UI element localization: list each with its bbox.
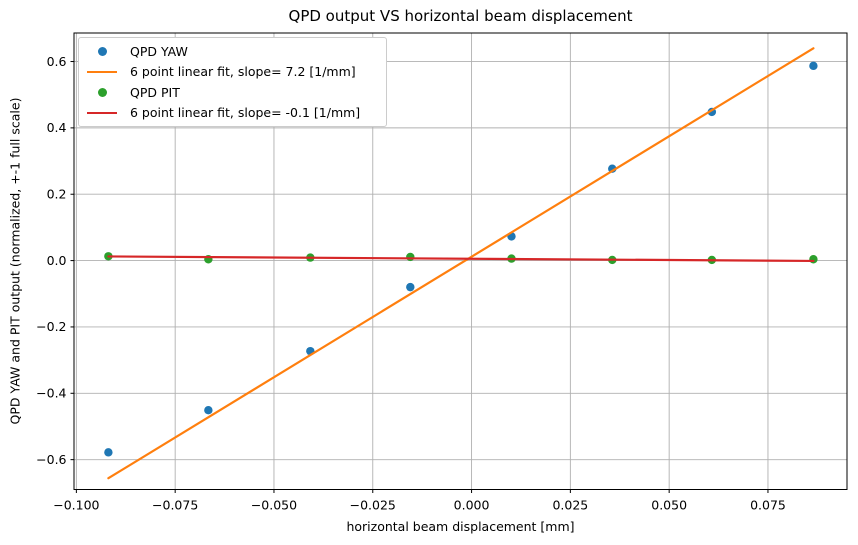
- x-tick-label: −0.025: [350, 498, 396, 513]
- legend-label: QPD PIT: [130, 84, 180, 100]
- legend-item-pit-fit: 6 point linear fit, slope= -0.1 [1/mm]: [85, 103, 380, 124]
- qpd-yaw-point: [104, 448, 113, 457]
- x-tick-label: 0.050: [651, 498, 687, 513]
- yaw-fit-line: [107, 47, 815, 480]
- qpd-yaw-point: [809, 61, 818, 71]
- qpd-yaw-point: [406, 282, 415, 292]
- y-tick-label: 0.6: [47, 54, 67, 69]
- legend-handle: [85, 87, 119, 97]
- x-axis-label: horizontal beam displacement [mm]: [346, 519, 575, 534]
- legend-label: QPD YAW: [130, 43, 188, 59]
- yaw-fit-line-icon: [87, 70, 117, 73]
- legend-handle: [85, 70, 119, 73]
- x-tick-label: −0.075: [152, 498, 198, 513]
- legend-handle: [85, 46, 119, 56]
- legend-item-qpd-yaw: QPD YAW: [85, 41, 380, 62]
- x-tick-label: −0.100: [53, 498, 99, 513]
- y-axis-label: QPD YAW and PIT output (normalized, +-1 …: [7, 97, 23, 425]
- legend-item-qpd-pit: QPD PIT: [85, 82, 380, 103]
- qpd-yaw-point: [204, 406, 213, 415]
- x-tick-label: 0.000: [454, 498, 490, 513]
- legend-handle: [85, 111, 119, 114]
- y-tick-label: −0.2: [36, 319, 66, 334]
- qpd-pit-point: [406, 252, 415, 262]
- pit-marker-icon: [97, 87, 107, 97]
- pit-fit-line: [107, 255, 815, 263]
- plot-border: [73, 32, 848, 490]
- yaw-marker-icon: [97, 46, 107, 56]
- pit-fit-line-icon: [87, 111, 117, 114]
- x-tick-label: −0.050: [251, 498, 297, 513]
- legend-item-yaw-fit: 6 point linear fit, slope= 7.2 [1/mm]: [85, 62, 380, 83]
- qpd-pit-point: [809, 255, 818, 264]
- y-tick-label: 0.2: [47, 187, 67, 202]
- x-tick-label: 0.025: [552, 498, 588, 513]
- x-tick-label: 0.075: [750, 498, 786, 513]
- legend: QPD YAW 6 point linear fit, slope= 7.2 […: [78, 37, 387, 127]
- legend-label: 6 point linear fit, slope= -0.1 [1/mm]: [130, 105, 361, 121]
- y-tick-label: −0.6: [36, 452, 66, 467]
- legend-label: 6 point linear fit, slope= 7.2 [1/mm]: [130, 64, 356, 80]
- y-tick-label: 0.0: [47, 253, 67, 268]
- y-tick-label: −0.4: [36, 386, 66, 401]
- chart-title: QPD output VS horizontal beam displaceme…: [288, 7, 633, 25]
- y-tick-label: 0.4: [47, 120, 67, 135]
